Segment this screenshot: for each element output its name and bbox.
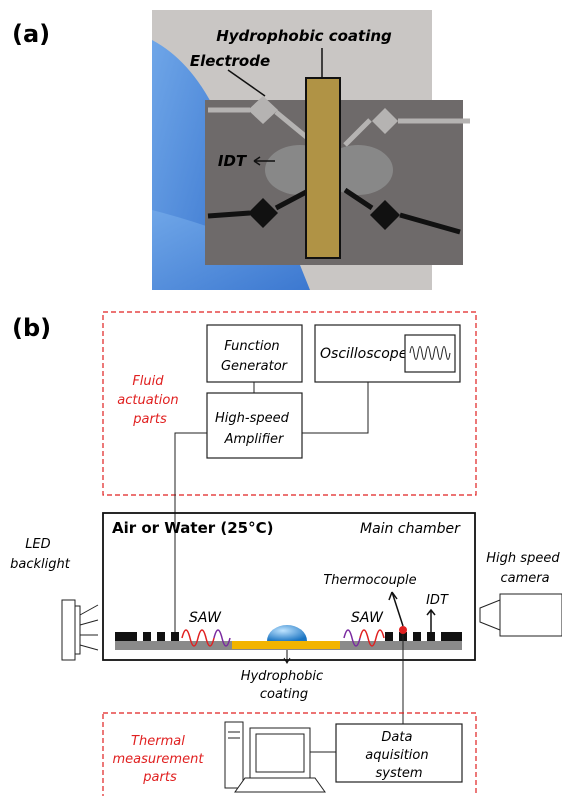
text-line: Fluid: [132, 374, 164, 389]
text-line: LED: [25, 537, 50, 552]
arrow: [389, 592, 403, 626]
text-line: Thermal: [131, 734, 185, 749]
chamber-name: Main chamber: [360, 521, 461, 537]
panel-label: (b): [12, 314, 51, 342]
text-line: system: [376, 766, 423, 781]
text-line: measurement: [112, 752, 204, 767]
text-line: backlight: [10, 557, 71, 572]
camera-icon: [480, 594, 562, 636]
substrate: [115, 625, 462, 650]
text-line: Hydrophobic: [241, 669, 323, 684]
saw-label: SAW: [189, 610, 222, 626]
arrow: [284, 650, 290, 663]
text-line: camera: [500, 571, 549, 586]
camera-label: High speed camera: [486, 551, 562, 586]
idt-label: IDT: [218, 152, 248, 170]
chamber-medium: Air or Water (25°C): [112, 519, 273, 537]
thermal-group-label: Thermal measurement parts: [112, 734, 207, 785]
figure: (a) Hydrophobic coating Electrode IDT (b…: [0, 0, 562, 796]
text-line: actuation: [117, 393, 178, 408]
led-label: LED backlight: [10, 537, 71, 572]
text-line: Data: [381, 730, 412, 745]
text-line: coating: [260, 687, 308, 702]
electrode-label: Electrode: [190, 52, 270, 70]
arrow: [427, 610, 435, 632]
text-line: Function: [224, 339, 279, 354]
coating-label: Hydrophobic coating: [241, 669, 328, 702]
saw-label: SAW: [351, 610, 384, 626]
fluid-group-label: Fluid actuation parts: [117, 374, 182, 427]
text-line: parts: [132, 412, 167, 427]
text-line: Amplifier: [224, 432, 285, 447]
led-icon: [62, 600, 98, 660]
idt-label: IDT: [426, 593, 449, 608]
text-line: High-speed: [215, 411, 290, 426]
text-line: High speed: [486, 551, 560, 566]
thermocouple-label: Thermocouple: [323, 573, 416, 588]
text-line: parts: [142, 770, 177, 785]
oscilloscope-label: Oscilloscope: [320, 346, 407, 362]
panel-label: (a): [12, 20, 50, 48]
text-line: aquisition: [365, 748, 428, 763]
connector: [302, 382, 368, 433]
coating-label: Hydrophobic coating: [216, 27, 392, 45]
text-line: Generator: [221, 359, 289, 374]
computer-icon: [225, 722, 325, 792]
